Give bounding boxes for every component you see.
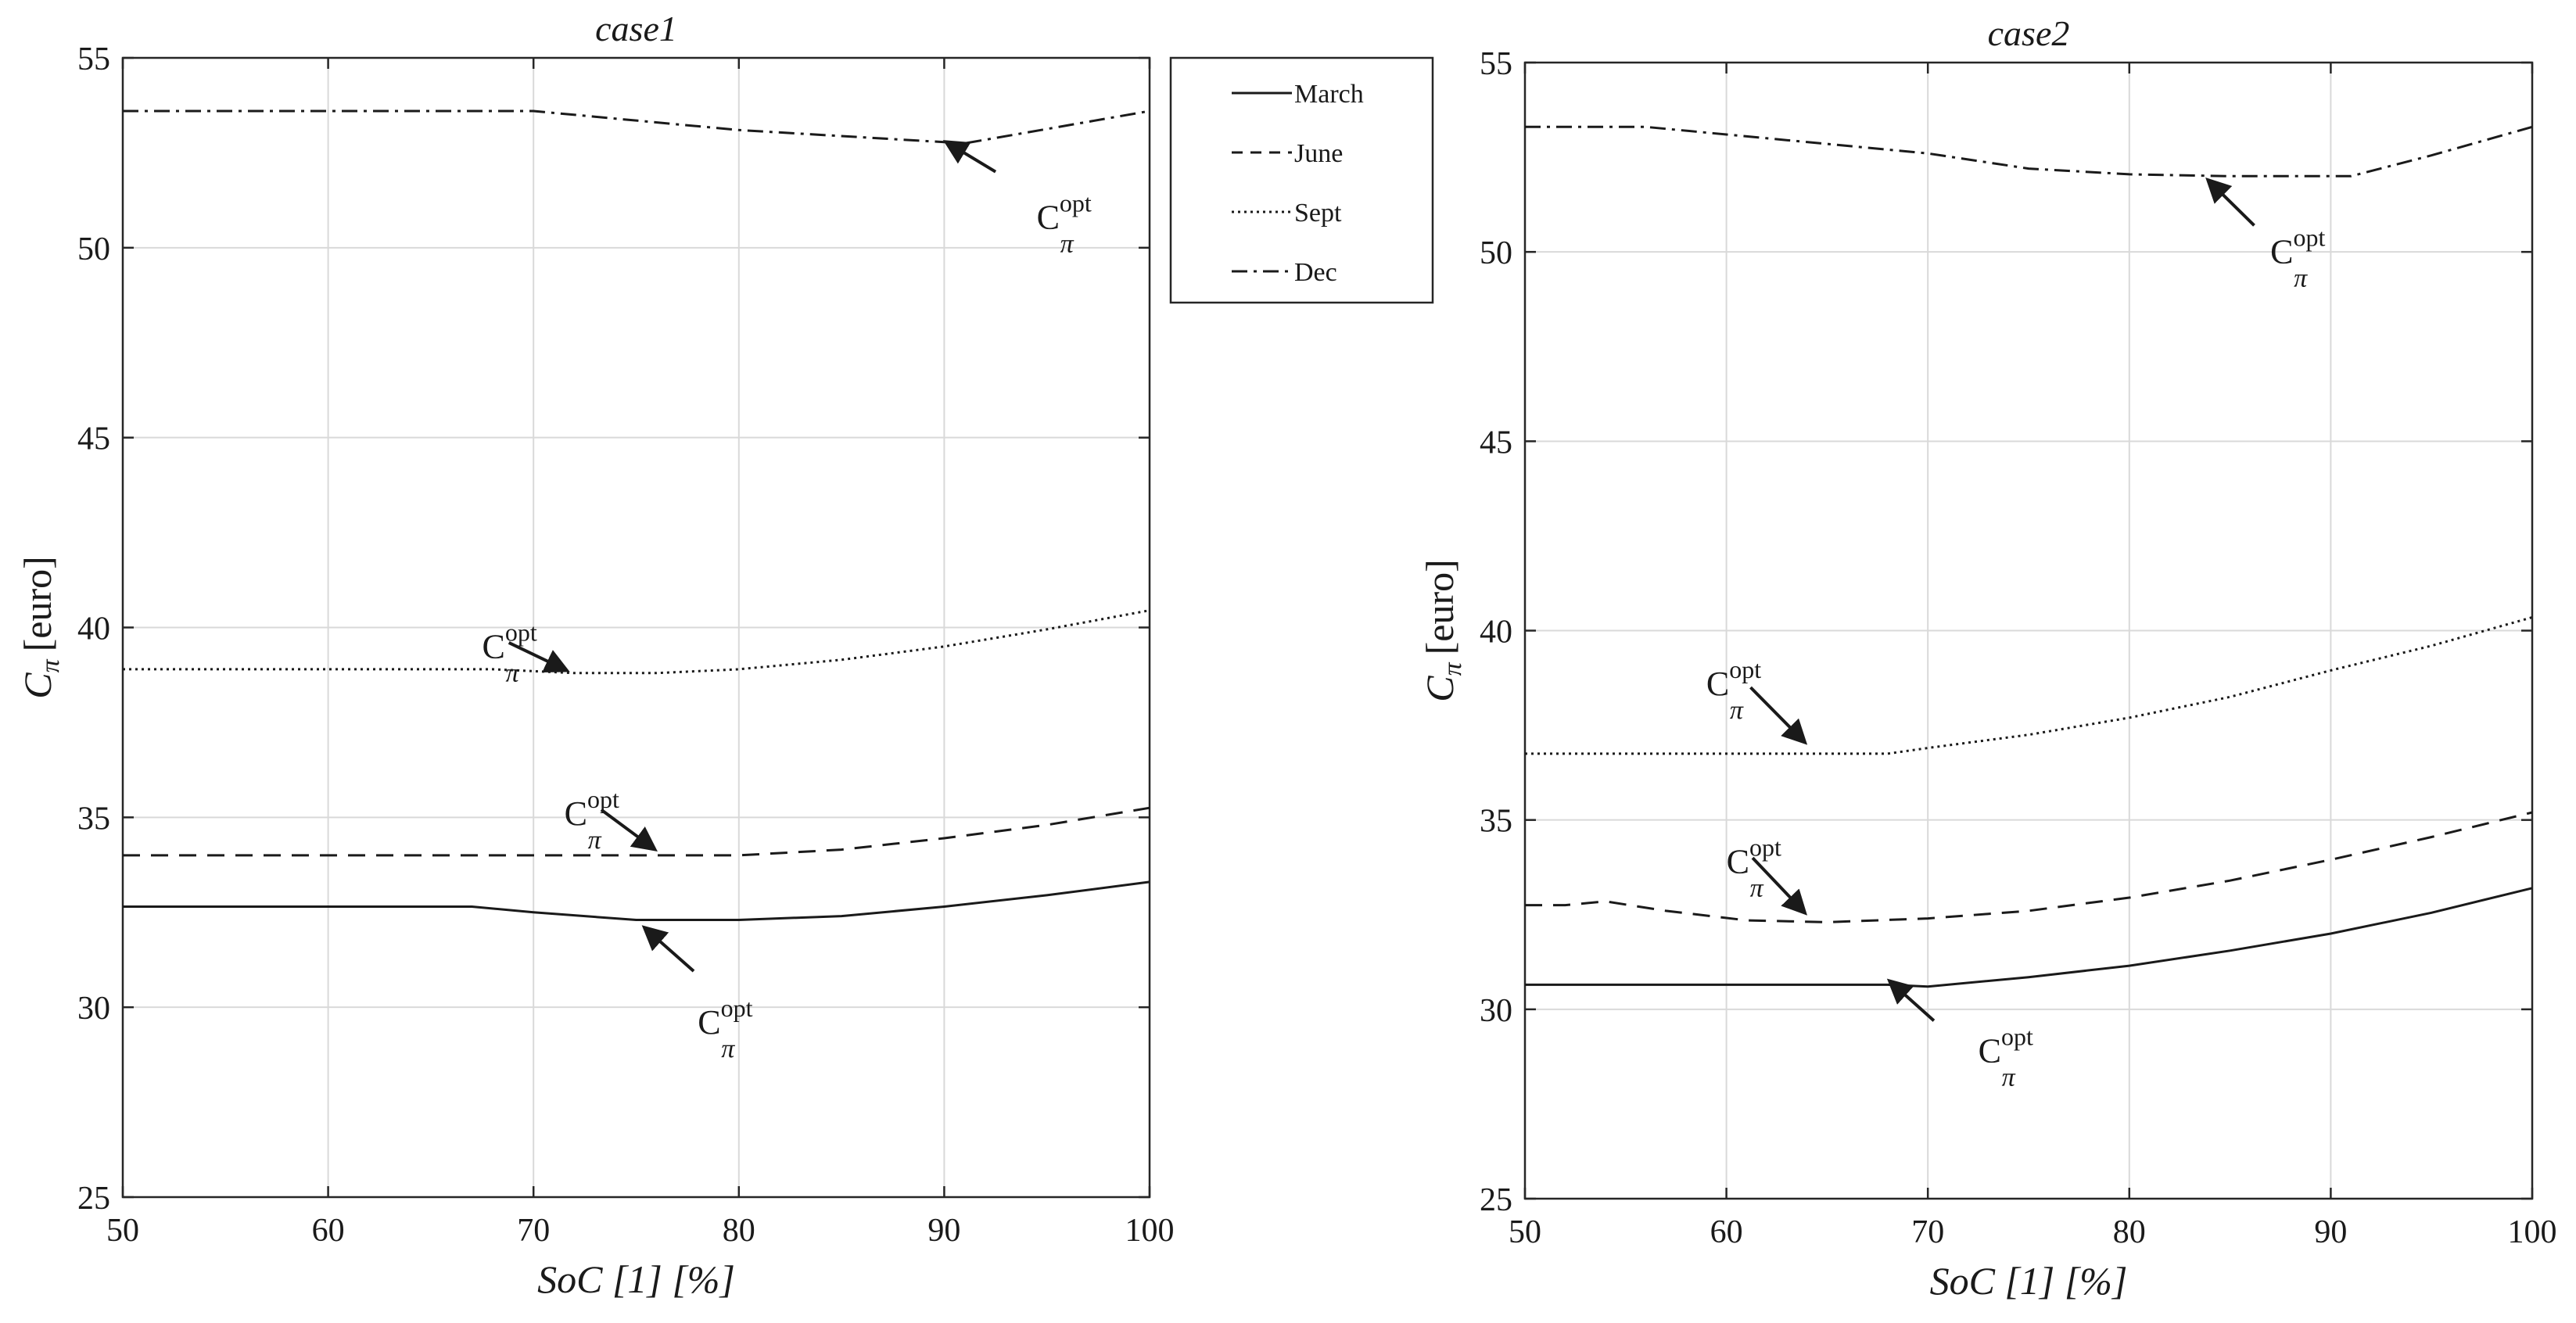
y-tick-label: 45 — [77, 421, 110, 457]
series-line-dec — [123, 109, 1150, 145]
annotation-subscript: π — [2294, 264, 2308, 293]
series-line-june — [123, 806, 1150, 857]
annotation-superscript: opt — [1749, 833, 1781, 861]
annotation-label: Copt π — [565, 785, 619, 855]
plot-case2: 50 60 70 80 90 100 25 30 35 40 45 50 55 case2 SoC [1] … — [1418, 13, 2557, 1303]
annotation-subscript: π — [721, 1034, 735, 1063]
x-tick-label: 100 — [2508, 1214, 2557, 1250]
annotation-symbol: C — [2270, 233, 2293, 271]
x-tick-label: 100 — [1125, 1213, 1175, 1249]
y-tick-label: 25 — [1480, 1182, 1512, 1218]
legend-label-sept: Sept — [1294, 199, 1342, 228]
annotation-label: Copt π — [698, 994, 752, 1063]
legend-label-june: June — [1294, 139, 1343, 168]
x-tick-label: 50 — [106, 1213, 139, 1249]
series-line-dec — [1525, 125, 2533, 177]
y-axis-subscript: π — [36, 658, 65, 672]
y-tick-label: 40 — [77, 611, 110, 647]
annotation-superscript: opt — [2293, 224, 2325, 252]
x-axis-label: SoC [1] [%] — [1930, 1259, 2128, 1303]
annotation-symbol: C — [1037, 199, 1060, 237]
annotation-symbol: C — [698, 1003, 720, 1042]
series-line-sept — [123, 609, 1150, 675]
legend-label-march: March — [1294, 80, 1364, 109]
annotation-subscript: π — [588, 826, 602, 855]
annotation-label: Copt π — [1037, 189, 1092, 259]
x-tick-label: 80 — [723, 1213, 755, 1249]
chart-title: case1 — [595, 9, 677, 48]
y-tick-label: 35 — [1480, 804, 1512, 840]
y-tick-label: 25 — [77, 1181, 110, 1217]
x-tick-label: 60 — [1710, 1214, 1743, 1250]
y-axis-unit: [euro] — [1418, 559, 1462, 654]
annotation-arrow — [942, 140, 997, 174]
annotation-arrow — [1886, 978, 1936, 1022]
series-line-march — [123, 880, 1150, 921]
annotation-arrow — [1749, 686, 1808, 745]
annotation-symbol: C — [1979, 1032, 2001, 1070]
annotation-label: Copt π — [1979, 1023, 2033, 1092]
annotation-superscript: opt — [721, 994, 753, 1022]
x-axis-label: SoC [1] [%] — [537, 1257, 735, 1301]
legend-label-dec: Dec — [1294, 258, 1337, 287]
annotation-symbol: C — [565, 794, 587, 833]
plot-case1: 50 60 70 80 90 100 25 30 35 40 45 50 55 case1 SoC [1] … — [16, 9, 1175, 1301]
annotation-arrow — [1751, 856, 1807, 916]
annotation-arrow — [600, 808, 658, 852]
annotation-subscript: π — [1730, 696, 1744, 725]
series-line-june — [1525, 811, 2533, 923]
x-tick-label: 70 — [517, 1213, 550, 1249]
y-axis-label: Cπ [euro] — [1418, 559, 1467, 702]
annotation-arrow — [508, 641, 570, 672]
annotation-subscript: π — [1750, 873, 1764, 902]
y-tick-label: 30 — [77, 991, 110, 1027]
annotation-label: Copt π — [2270, 224, 2325, 293]
annotation-label: Copt π — [1727, 833, 1781, 902]
x-tick-label: 90 — [927, 1213, 960, 1249]
chart-title: case2 — [1988, 13, 2070, 53]
annotation-label: Copt π — [483, 618, 537, 687]
annotation-symbol: C — [483, 627, 505, 665]
annotation-arrow — [641, 925, 695, 973]
y-tick-label: 50 — [1480, 235, 1512, 271]
annotation-symbol: C — [1727, 842, 1749, 880]
annotation-subscript: π — [1060, 230, 1075, 259]
annotation-superscript: opt — [505, 618, 537, 646]
y-tick-label: 35 — [77, 801, 110, 837]
annotation-superscript: opt — [1729, 655, 1761, 683]
y-axis-symbol: C — [1418, 676, 1462, 702]
y-tick-label: 30 — [1480, 993, 1512, 1029]
y-tick-label: 55 — [77, 41, 110, 77]
y-tick-label: 45 — [1480, 425, 1512, 461]
x-tick-label: 50 — [1509, 1214, 1541, 1250]
y-tick-label: 55 — [1480, 46, 1512, 82]
annotation-subscript: π — [2002, 1063, 2016, 1092]
annotation-subscript: π — [506, 658, 520, 687]
annotation-arrow — [2205, 177, 2255, 227]
x-tick-label: 80 — [2113, 1214, 2146, 1250]
x-tick-label: 60 — [312, 1213, 345, 1249]
y-axis-subscript: π — [1438, 662, 1467, 676]
y-tick-label: 40 — [1480, 615, 1512, 651]
x-tick-label: 90 — [2314, 1214, 2347, 1250]
y-axis-symbol: C — [16, 672, 59, 699]
series-line-march — [1525, 887, 2533, 988]
annotation-label: Copt π — [1706, 655, 1761, 725]
y-axis-label: Cπ [euro] — [16, 556, 65, 699]
annotation-superscript: opt — [1060, 189, 1092, 217]
annotation-superscript: opt — [587, 785, 619, 813]
annotation-symbol: C — [1706, 665, 1729, 703]
legend: March June Sept Dec — [1169, 56, 1434, 304]
series-line-sept — [1525, 616, 2533, 755]
x-tick-label: 70 — [1911, 1214, 1944, 1250]
legend-box — [1169, 56, 1434, 304]
y-tick-label: 50 — [77, 231, 110, 267]
y-axis-unit: [euro] — [16, 556, 59, 651]
annotation-superscript: opt — [2001, 1023, 2033, 1051]
